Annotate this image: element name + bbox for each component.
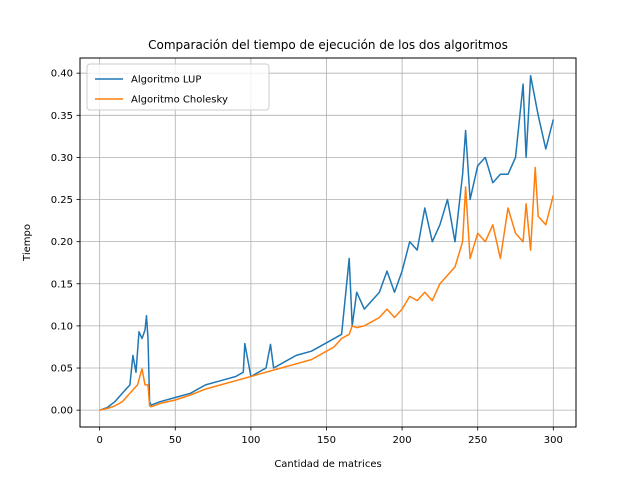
- plot-frame: [79, 57, 577, 428]
- x-tick-label: 250: [468, 435, 487, 446]
- y-tick-label: 0.15: [51, 279, 73, 290]
- y-tick-label: 0.00: [51, 406, 73, 417]
- legend: Algoritmo LUP Algoritmo Cholesky: [86, 63, 270, 111]
- x-tick-label: 150: [317, 435, 336, 446]
- y-tick-label: 0.05: [51, 364, 73, 375]
- x-tick-label: 50: [169, 435, 182, 446]
- series-line-cholesky: [99, 166, 555, 411]
- chart-title: Comparación del tiempo de ejecución de l…: [148, 38, 508, 52]
- series-lines: [99, 74, 555, 411]
- y-tick-label: 0.35: [51, 111, 73, 122]
- x-tick-label: 300: [544, 435, 563, 446]
- y-tick-label: 0.40: [51, 69, 73, 80]
- series-line-lup: [99, 74, 555, 411]
- x-tick-label: 100: [241, 435, 260, 446]
- legend-box: [86, 63, 270, 111]
- legend-label: Algoritmo LUP: [131, 75, 201, 86]
- y-tick-label: 0.20: [51, 237, 73, 248]
- x-axis-label: Cantidad de matrices: [274, 459, 381, 470]
- x-tick-label: 200: [393, 435, 412, 446]
- y-tick-label: 0.30: [51, 153, 73, 164]
- y-tick-label: 0.10: [51, 321, 73, 332]
- x-tick-label: 0: [96, 435, 102, 446]
- y-axis-label: Tiempo: [22, 224, 33, 262]
- axis-ticks: 0 50 100 150 200 250 300 0.00 0.05 0.10 0.15 0.20 0.…: [51, 69, 563, 446]
- y-tick-label: 0.25: [51, 195, 73, 206]
- grid: [80, 58, 576, 427]
- legend-label: Algoritmo Cholesky: [131, 95, 228, 106]
